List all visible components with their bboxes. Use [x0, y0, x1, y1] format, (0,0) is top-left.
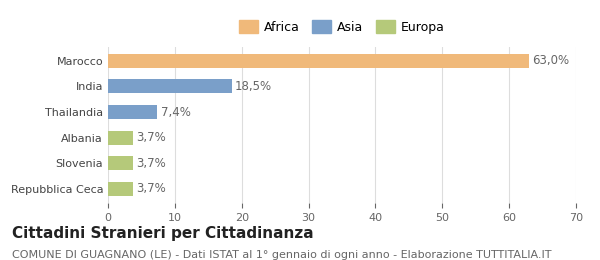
- Text: 3,7%: 3,7%: [136, 182, 166, 195]
- Bar: [108, 105, 157, 119]
- Bar: [108, 156, 133, 170]
- Bar: [108, 182, 133, 196]
- Text: 3,7%: 3,7%: [136, 131, 166, 144]
- Text: COMUNE DI GUAGNANO (LE) - Dati ISTAT al 1° gennaio di ogni anno - Elaborazione T: COMUNE DI GUAGNANO (LE) - Dati ISTAT al …: [12, 250, 551, 259]
- Legend: Africa, Asia, Europa: Africa, Asia, Europa: [235, 16, 449, 37]
- Bar: [108, 80, 232, 94]
- Bar: [108, 131, 133, 145]
- Text: 63,0%: 63,0%: [533, 54, 569, 67]
- Text: 3,7%: 3,7%: [136, 157, 166, 170]
- Text: 7,4%: 7,4%: [161, 106, 191, 119]
- Text: 18,5%: 18,5%: [235, 80, 272, 93]
- Bar: [108, 54, 529, 68]
- Text: Cittadini Stranieri per Cittadinanza: Cittadini Stranieri per Cittadinanza: [12, 226, 314, 241]
